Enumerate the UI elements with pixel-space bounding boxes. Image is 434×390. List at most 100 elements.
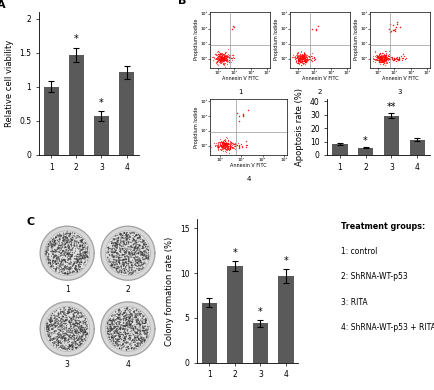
Point <box>50 258 57 264</box>
Point <box>377 57 384 63</box>
Point <box>113 316 120 322</box>
Point <box>51 340 58 346</box>
Point <box>145 253 151 259</box>
Point <box>144 331 151 337</box>
Point <box>66 325 73 331</box>
Point <box>112 343 119 349</box>
Point <box>378 56 385 62</box>
Point <box>74 314 81 320</box>
Point <box>299 58 306 65</box>
Point <box>222 146 229 152</box>
Point <box>66 341 73 347</box>
Point <box>72 263 79 269</box>
Point <box>122 330 129 336</box>
Point <box>222 49 229 55</box>
Point <box>293 52 299 58</box>
Point <box>213 143 220 149</box>
Point <box>52 319 59 326</box>
Point <box>378 57 385 63</box>
Point <box>115 241 122 248</box>
Point <box>64 257 71 264</box>
Point <box>141 254 148 260</box>
Point <box>104 329 111 335</box>
Point <box>391 55 398 61</box>
Point <box>139 250 146 256</box>
Point <box>113 264 120 270</box>
Point <box>54 232 61 238</box>
Point <box>83 326 90 332</box>
Point <box>60 305 67 311</box>
Point <box>49 244 56 250</box>
Point <box>128 254 135 261</box>
Point <box>214 55 221 61</box>
Point <box>380 56 387 62</box>
Point <box>124 328 131 334</box>
Point <box>69 346 76 353</box>
Point <box>105 327 112 333</box>
Point <box>66 264 72 271</box>
Point <box>51 246 58 253</box>
Point <box>306 53 313 60</box>
Point <box>49 317 56 323</box>
Point <box>294 54 301 60</box>
Point <box>74 321 81 327</box>
Point <box>62 310 69 317</box>
Point <box>222 53 229 59</box>
Bar <box>384 115 399 155</box>
Point <box>69 308 76 314</box>
Point <box>377 59 384 65</box>
Point <box>62 263 69 269</box>
Point <box>221 143 228 149</box>
Point <box>125 246 132 252</box>
Point <box>134 333 141 340</box>
Point <box>47 319 54 325</box>
Point <box>220 140 227 146</box>
Point <box>107 245 114 252</box>
Point <box>116 333 123 339</box>
Point <box>49 264 56 270</box>
Point <box>113 265 120 271</box>
Point <box>223 142 230 148</box>
Point <box>53 261 59 267</box>
Point <box>114 314 121 321</box>
Point <box>134 320 141 326</box>
Point <box>60 265 67 271</box>
Point <box>76 237 83 243</box>
Point <box>74 341 81 347</box>
Point <box>53 316 60 322</box>
Point <box>118 269 125 275</box>
Point <box>79 332 86 339</box>
Point <box>134 320 141 326</box>
Point <box>300 56 307 62</box>
Point <box>378 58 385 64</box>
Point <box>71 332 78 339</box>
Point <box>57 344 64 350</box>
Point <box>60 323 67 329</box>
Point <box>61 321 68 327</box>
Point <box>44 328 51 335</box>
Point <box>131 262 138 268</box>
Point <box>111 338 118 344</box>
Point <box>296 51 303 57</box>
Point <box>115 234 122 240</box>
Point <box>46 254 53 260</box>
Point <box>122 307 129 314</box>
Point <box>72 323 79 329</box>
Point <box>296 61 302 67</box>
Point <box>135 235 141 241</box>
Point <box>142 319 149 326</box>
Point <box>66 314 73 320</box>
Point <box>74 337 81 344</box>
Text: 4: ShRNA-WT-p53 + RITA: 4: ShRNA-WT-p53 + RITA <box>341 323 434 332</box>
Point <box>122 314 128 320</box>
Point <box>128 340 135 346</box>
Point <box>138 339 145 346</box>
Point <box>76 235 83 241</box>
Point <box>383 60 390 66</box>
Point <box>72 326 79 332</box>
Point <box>116 325 123 331</box>
Point <box>112 317 119 323</box>
Point <box>69 249 76 255</box>
Point <box>71 344 78 350</box>
Point <box>80 337 87 343</box>
